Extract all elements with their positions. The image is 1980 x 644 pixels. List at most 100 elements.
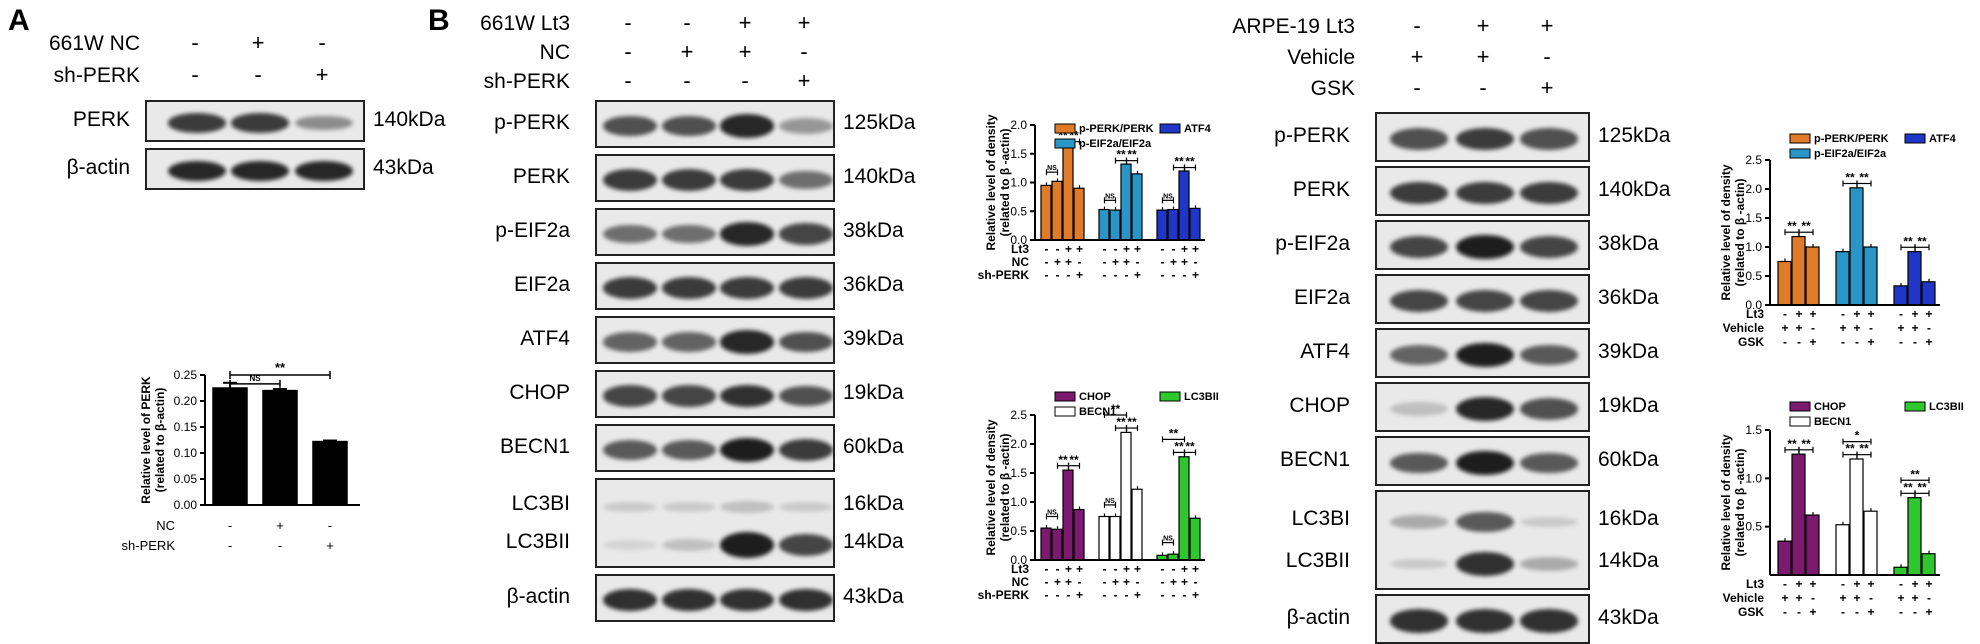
blot-band [1456,511,1514,533]
b-band-name: EIF2a [513,273,570,296]
c-band-kda: 140kDa [1598,178,1671,201]
legend-swatch [1789,416,1811,427]
blot-band [603,115,657,137]
c-band-name: CHOP [1289,394,1350,417]
blot-band [662,588,716,612]
blot-band [1520,609,1578,633]
x-row-sign: - [1797,335,1801,349]
sig-label: ** [1787,437,1797,451]
x-row-sign: + [1853,577,1860,591]
x-row-sign: - [1783,605,1787,619]
c-blot-lc3b [1375,490,1590,590]
y-tick-label: 0.5 [1010,204,1027,218]
x-row-sign: - [278,538,282,553]
x-row-sign: - [1078,255,1082,269]
y-tick-label: 1.0 [1010,176,1027,190]
b-band-kda: 140kDa [843,165,916,188]
b-band-name: β-actin [506,585,570,608]
c-band-kda: 43kDa [1598,606,1659,629]
x-row-sign: + [1170,575,1177,589]
sig-label: NS [249,374,261,383]
x-row-sign: + [1853,321,1860,335]
y-tick-label: 0.00 [174,498,198,512]
x-row-label: sh-PERK [978,268,1030,282]
x-row-sign: + [1925,335,1932,349]
x-row-sign: + [276,518,284,533]
sig-label: ** [1917,480,1927,494]
sig-label: * [1855,429,1860,443]
a-blot-actin [145,148,365,190]
x-row-sign: - [1136,575,1140,589]
x-row-sign: - [1067,268,1071,282]
bar-peif2aeif2a [1131,173,1143,241]
c-band-kda: 16kDa [1598,507,1659,530]
x-row-sign: + [326,538,334,553]
x-row-sign: + [1192,562,1199,576]
y-tick-label: 1.5 [1010,466,1027,480]
c-band-name: p-PERK [1274,124,1350,147]
x-row-sign: - [1855,335,1859,349]
x-row-sign: - [1056,562,1060,576]
x-row-sign: + [1809,307,1816,321]
b-blot-perk [595,154,835,202]
x-row-sign: + [1123,562,1130,576]
a-condition-sign: + [251,30,265,55]
c-band-name: BECN1 [1279,448,1350,471]
blot-band [1456,551,1514,577]
blot-band [603,277,657,299]
b-band-name: LC3BII [505,529,570,553]
c-band-kda: 60kDa [1598,448,1659,471]
bar [312,440,348,506]
y-axis-label: Relative level of density (related to β -… [984,419,1012,555]
y-axis-label-line: Relative level of density [984,114,998,250]
b-condition-sign: - [624,68,632,93]
blot-band [603,332,657,352]
x-row-sign: - [1783,307,1787,321]
x-row-sign: + [1911,307,1918,321]
blot-band [1390,515,1448,529]
blot-band [1520,516,1578,528]
b-condition-label: NC [539,41,570,64]
blot-band [603,501,657,513]
x-row-label: Lt3 [1011,242,1029,256]
blot-band [662,539,716,551]
sig-label: ** [1845,170,1855,184]
c-band-name: EIF2a [1293,286,1350,309]
x-row-sign: - [1161,562,1165,576]
x-row-sign: - [1899,605,1903,619]
blot-band [603,224,657,244]
c-blot-eif2a [1375,274,1590,324]
b-band-kda: 14kDa [843,529,904,553]
b-band-kda: 38kDa [843,219,904,242]
bar-chop [1040,527,1052,561]
sig-label: ** [1127,415,1137,429]
sig-label: ** [1058,129,1068,143]
y-tick-label: 0.0 [1010,233,1027,247]
x-row-sign: + [1911,591,1918,605]
x-row-sign: - [1045,242,1049,256]
b-band-name: ATF4 [520,327,570,350]
legend-swatch [1789,401,1811,412]
c-band-kda: 39kDa [1598,340,1659,363]
legend-swatch [1904,401,1926,412]
blot-band [1456,396,1514,422]
x-row-sign: - [1056,242,1060,256]
blot-band [168,113,226,133]
blot-band [1456,234,1514,260]
legend-swatch [1904,133,1926,144]
sig-label: ** [1127,148,1137,162]
x-row-sign: + [1192,242,1199,256]
a-condition-sign: + [315,62,329,87]
c-band-name: LC3BI [1291,507,1350,530]
bar-atf4 [1893,285,1908,306]
x-row-sign: + [1911,577,1918,591]
x-row-sign: - [1855,605,1859,619]
blot-band [779,331,833,353]
x-row-sign: + [1809,605,1816,619]
blot-band [1390,128,1448,150]
x-row-sign: - [228,518,232,533]
b-band-kda: 125kDa [843,111,916,134]
blot-band [1456,342,1514,368]
b-condition-sign: - [800,39,808,64]
